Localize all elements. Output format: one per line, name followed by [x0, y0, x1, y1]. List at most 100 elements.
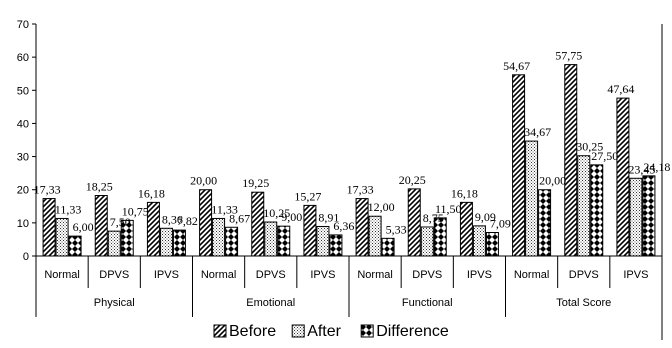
legend-label-after: After	[307, 323, 341, 340]
category-label: Normal	[44, 269, 79, 281]
data-label: 17,33	[347, 183, 374, 197]
y-tick-label: 50	[17, 85, 29, 97]
data-label: 47,64	[607, 82, 634, 96]
legend-label-before: Before	[229, 323, 276, 340]
data-label: 20,00	[190, 174, 217, 188]
legend-swatch-after	[291, 324, 305, 338]
data-label: 10,25	[263, 206, 290, 220]
bar-after	[55, 217, 69, 257]
bar-before	[146, 201, 160, 257]
data-label: 8,67	[229, 211, 250, 225]
data-label: 57,75	[555, 49, 582, 63]
group-label: Physical	[94, 297, 135, 309]
bar-difference	[642, 175, 656, 257]
data-label: 20,25	[399, 173, 426, 187]
data-label: 6,36	[333, 219, 354, 233]
category-label: DPVS	[412, 269, 442, 281]
bar-after	[525, 140, 539, 257]
data-label: 7,09	[490, 217, 511, 231]
bar-difference	[172, 229, 186, 257]
bar-before	[303, 204, 317, 257]
category-label: DPVS	[256, 269, 286, 281]
bar-after	[159, 227, 173, 257]
bar-before	[564, 64, 578, 257]
category-label: IPVS	[310, 269, 335, 281]
legend-swatch-difference	[360, 324, 374, 338]
data-label: 16,18	[451, 186, 478, 200]
category-label: Normal	[357, 269, 392, 281]
y-tick-label: 20	[17, 185, 29, 197]
data-label: 16,18	[138, 186, 165, 200]
legend-label-difference: Difference	[376, 323, 449, 340]
data-label: 54,67	[503, 59, 530, 73]
legend: Before After Difference	[213, 323, 449, 340]
data-label: 9,00	[281, 210, 302, 224]
data-label: 15,27	[294, 189, 321, 203]
bar-before	[94, 195, 108, 257]
bar-after	[212, 217, 226, 257]
bar-before	[355, 198, 369, 257]
data-label: 11,33	[211, 202, 238, 216]
data-label: 11,33	[55, 202, 82, 216]
group-label: Total Score	[556, 297, 611, 309]
data-label: 12,00	[368, 200, 395, 214]
bar-difference	[381, 237, 395, 257]
y-tick-label: 0	[23, 251, 29, 263]
category-label: Normal	[514, 269, 549, 281]
data-label: 8,36	[162, 212, 183, 226]
bar-before	[512, 74, 526, 257]
bar-before	[407, 188, 421, 257]
data-label: 18,25	[86, 180, 113, 194]
bar-before	[616, 97, 630, 257]
category-label: DPVS	[569, 269, 599, 281]
data-label: 11,50	[435, 202, 462, 216]
bars	[42, 64, 656, 257]
data-label: 8,91	[318, 210, 339, 224]
data-label: 24,18	[643, 160, 670, 174]
y-tick-label: 70	[17, 19, 29, 31]
data-label: 20,00	[539, 174, 566, 188]
bar-difference	[590, 164, 604, 257]
bar-after	[472, 225, 486, 257]
bar-difference	[485, 232, 499, 257]
bar-difference	[277, 225, 291, 257]
bar-after	[420, 226, 434, 257]
bar-before	[199, 189, 213, 257]
bar-before	[42, 198, 56, 257]
data-label: 34,67	[524, 125, 551, 139]
bar-after	[264, 221, 278, 257]
bar-before	[459, 201, 473, 257]
bar-difference	[120, 219, 134, 257]
category-label: IPVS	[623, 269, 648, 281]
data-label: 27,50	[591, 149, 618, 163]
data-label: 7,50	[110, 215, 131, 229]
data-label: 17,33	[34, 183, 61, 197]
x-axis-categories: Normal DPVS IPVS Physical Normal DPVS IPVS Emot…	[35, 256, 663, 317]
bar-after	[107, 230, 121, 257]
data-label: 23,45	[628, 162, 655, 176]
bar-after	[629, 177, 643, 257]
category-label: Normal	[201, 269, 236, 281]
data-label: 8,75	[423, 211, 444, 225]
data-label: 6,00	[73, 220, 94, 234]
legend-swatch-before	[213, 324, 227, 338]
bar-difference	[538, 189, 552, 257]
data-label: 7,82	[177, 214, 198, 228]
data-label: 9,09	[475, 210, 496, 224]
category-label: DPVS	[99, 269, 129, 281]
data-label: 30,25	[576, 140, 603, 154]
data-label: 19,25	[242, 176, 269, 190]
data-label: 5,33	[386, 222, 407, 236]
y-tick-label: 10	[17, 218, 29, 230]
y-tick-label: 40	[17, 118, 29, 130]
bar-after	[316, 225, 330, 257]
bar-difference	[329, 234, 343, 257]
data-label: 10,75	[122, 204, 149, 218]
bar-before	[251, 191, 265, 257]
category-label: IPVS	[154, 269, 179, 281]
bar-difference	[68, 235, 82, 257]
bar-difference	[225, 226, 239, 257]
bar-difference	[433, 217, 447, 257]
